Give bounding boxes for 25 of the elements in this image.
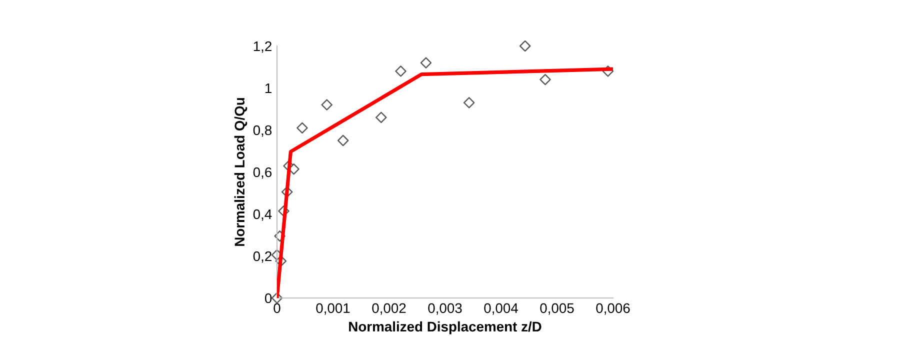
y-tick-label: 0	[264, 293, 272, 304]
x-tick-label: 0,002	[372, 303, 406, 315]
x-axis-title: Normalized Displacement z/D	[349, 321, 542, 334]
point	[463, 97, 475, 108]
point	[296, 122, 308, 134]
y-tick-label: 0,4	[253, 209, 272, 221]
x-tick-label: 0	[274, 303, 280, 314]
x-tick-label: 0,001	[316, 303, 350, 315]
y-tick-label: 0,8	[253, 125, 272, 137]
x-tick-label: 0,006	[596, 303, 630, 315]
y-tick-label: 0,6	[253, 167, 272, 179]
y-tick-label: 1,2	[254, 41, 272, 53]
x-tick-label: 0,004	[484, 303, 518, 315]
point	[337, 134, 349, 146]
x-tick-label: 0,005	[540, 303, 574, 315]
point	[321, 99, 332, 110]
y-tick-label: 1	[265, 83, 272, 94]
point	[540, 74, 551, 86]
y-axis-title: Normalized Load Q/Qu	[234, 98, 248, 246]
point	[519, 40, 531, 52]
x-tick-label: 0,003	[428, 303, 462, 315]
point	[395, 66, 406, 77]
point	[376, 112, 387, 124]
y-tick-label: 0,2	[253, 251, 272, 263]
point	[420, 57, 432, 68]
